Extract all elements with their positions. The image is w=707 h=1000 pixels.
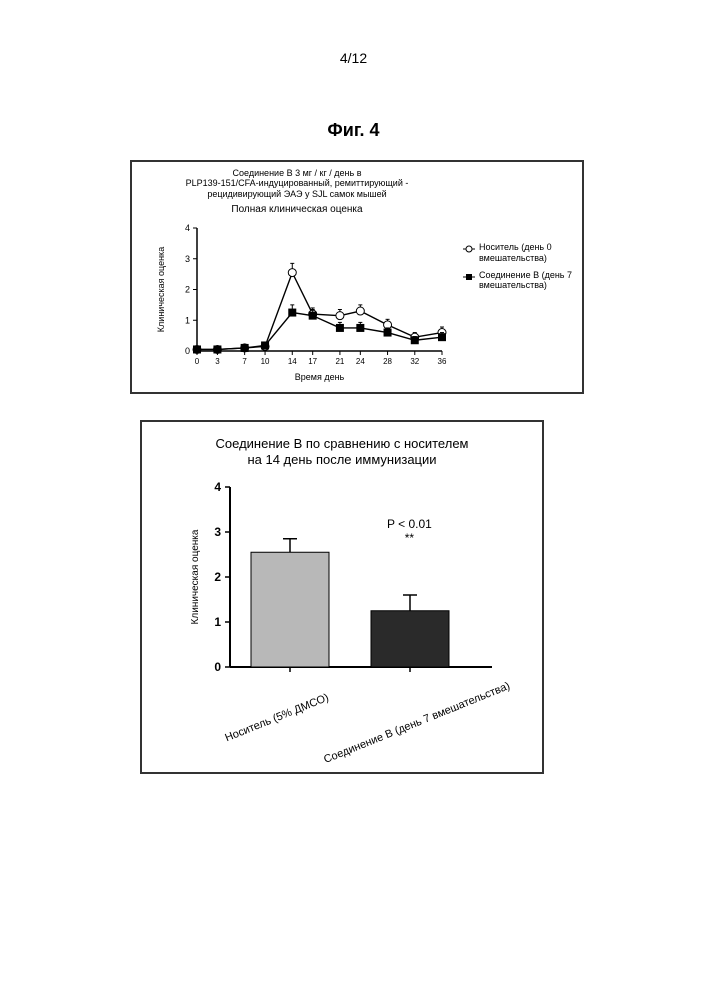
line-chart-svg: 0 1 2 3 4 0 3 7 10 14 17 21 24 28 32 36 Время день Клинич… [152,218,452,383]
open-circle-icon [463,243,475,255]
svg-text:Клиническая оценка: Клиническая оценка [156,247,166,332]
legend-label-1b: вмешательства) [479,253,547,263]
svg-text:Клиническая оценка: Клиническая оценка [190,529,201,624]
line-chart-subtitle: Полная клиническая оценка [182,204,412,215]
legend-label-2a: Соединение B (день 7 [479,270,572,280]
svg-text:3: 3 [185,254,190,264]
svg-text:3: 3 [214,525,221,539]
svg-text:0: 0 [214,660,221,674]
line-chart-title-3: рецидивирующий ЭАЭ у SJL самок мышей [182,189,412,199]
bar-chart-title: Соединение B по сравнению с носителем на… [202,436,482,467]
p-value-text: P < 0.01 [387,517,432,531]
svg-text:3: 3 [215,357,220,366]
svg-text:4: 4 [214,480,221,494]
bar-chart-panel: Соединение B по сравнению с носителем на… [140,420,544,774]
filled-square-icon [463,271,475,283]
svg-text:10: 10 [261,357,270,366]
p-value-stars: ** [405,531,414,545]
bar-chart-svg: 0 1 2 3 4 Клиническая оценка [182,477,502,677]
bar-title-2: на 14 день после иммунизации [202,452,482,468]
p-value-label: P < 0.01 ** [387,517,432,545]
bar-category-2: Соединение B (день 7 вмешательства) [313,676,521,770]
line-chart-legend: Носитель (день 0 вмешательства) Соединен… [463,242,572,297]
svg-text:17: 17 [308,357,317,366]
svg-text:1: 1 [214,615,221,629]
svg-text:0: 0 [195,357,200,366]
svg-text:21: 21 [335,357,344,366]
figure-label: Фиг. 4 [327,120,379,141]
legend-item-vehicle: Носитель (день 0 вмешательства) [463,242,572,264]
svg-text:1: 1 [185,315,190,325]
svg-text:24: 24 [356,357,365,366]
legend-label-1a: Носитель (день 0 [479,242,552,252]
svg-text:0: 0 [185,346,190,356]
bar-title-1: Соединение B по сравнению с носителем [202,436,482,452]
svg-text:7: 7 [242,357,247,366]
page-number: 4/12 [340,50,367,66]
svg-text:36: 36 [438,357,447,366]
legend-item-compound: Соединение B (день 7 вмешательства) [463,270,572,292]
svg-text:2: 2 [185,285,190,295]
line-chart-title: Соединение B 3 мг / кг / день в PLP139-1… [182,168,412,199]
svg-text:2: 2 [214,570,221,584]
legend-label-2b: вмешательства) [479,280,547,290]
bar-category-1: Носитель (5% ДМСО) [210,686,344,750]
svg-text:32: 32 [410,357,419,366]
line-chart-title-2: PLP139-151/CFA-индуцированный, ремиттиру… [182,178,412,188]
line-chart-panel: Соединение B 3 мг / кг / день в PLP139-1… [130,160,584,394]
line-chart-title-1: Соединение B 3 мг / кг / день в [182,168,412,178]
svg-text:4: 4 [185,223,190,233]
svg-text:14: 14 [288,357,297,366]
svg-text:28: 28 [383,357,392,366]
svg-text:Время день: Время день [295,372,345,382]
